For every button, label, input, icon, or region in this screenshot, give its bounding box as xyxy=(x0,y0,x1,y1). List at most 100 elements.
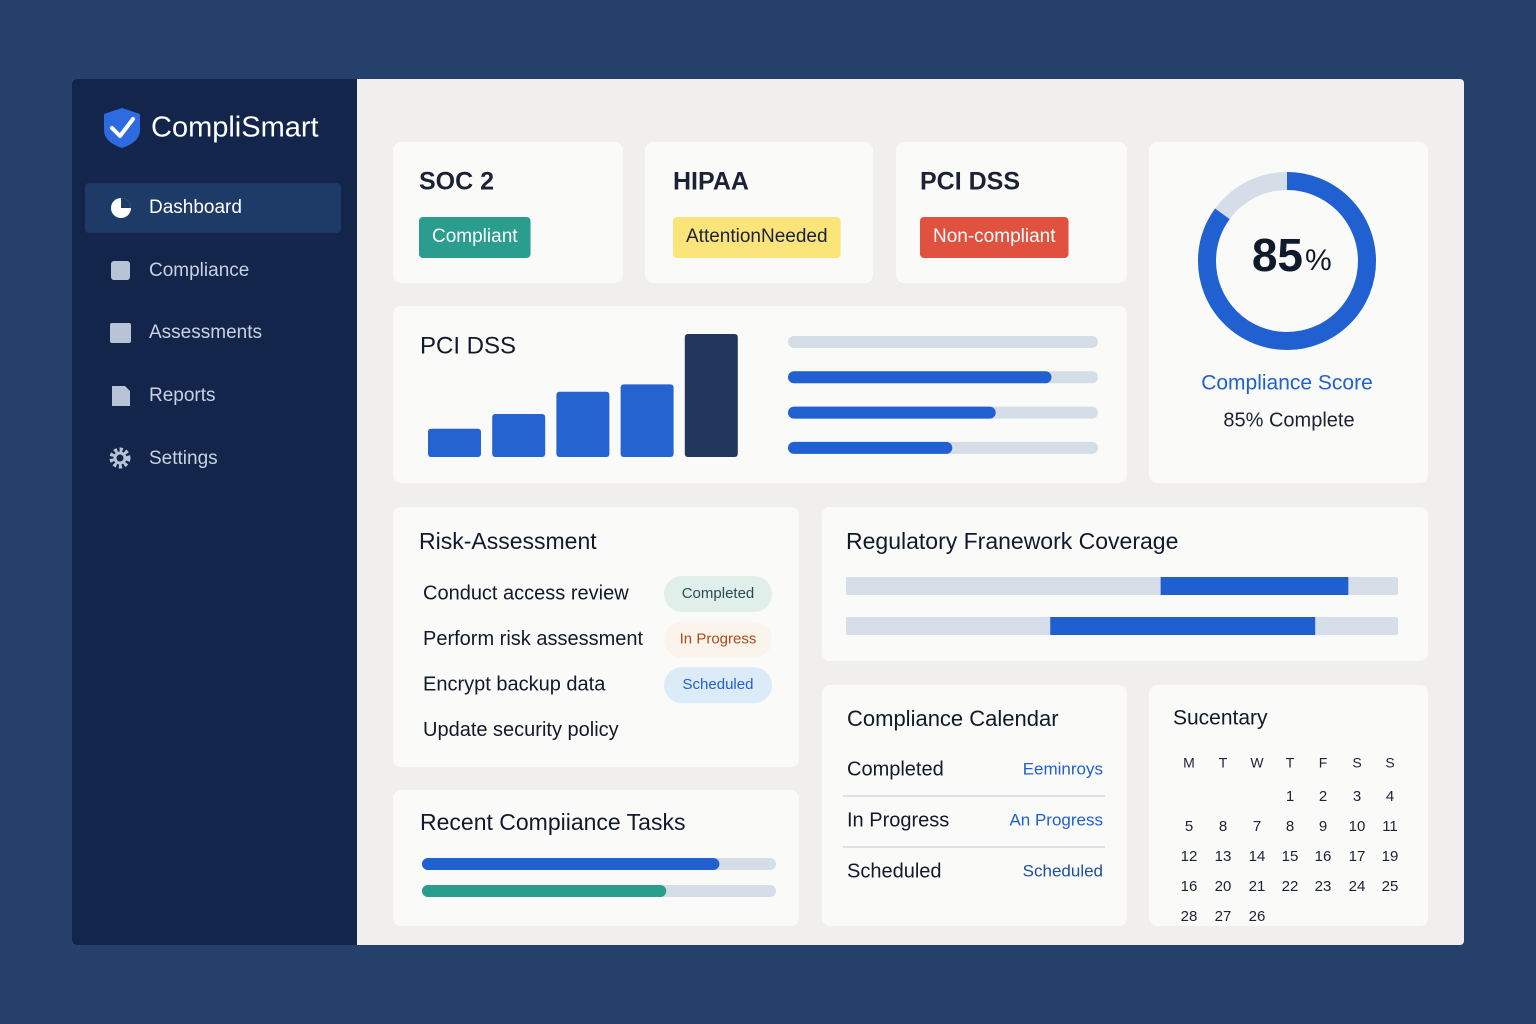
day: 9 xyxy=(1319,818,1327,835)
day: 1 xyxy=(1286,788,1294,805)
score-title: Compliance Score xyxy=(1201,372,1373,395)
icon xyxy=(109,447,131,469)
task-name: Encrypt backup data xyxy=(423,673,606,695)
day: 23 xyxy=(1315,878,1332,895)
card-title: Regulatory Franework Coverage xyxy=(846,528,1178,554)
status-pill xyxy=(664,576,772,612)
day: 20 xyxy=(1215,878,1232,895)
status-badge xyxy=(419,217,531,258)
brand: CompliSmart xyxy=(151,112,319,144)
day: 2 xyxy=(1319,788,1327,805)
card-title: Compliance Calendar xyxy=(847,706,1059,731)
day: 15 xyxy=(1282,848,1299,865)
nav-item[interactable]: Assessments xyxy=(149,322,262,343)
status-badge xyxy=(673,217,841,258)
status-badge xyxy=(920,217,1069,258)
icon xyxy=(111,261,130,280)
coverage-range xyxy=(1160,577,1349,595)
status-pill-label: In Progress xyxy=(680,631,757,648)
day: 16 xyxy=(1315,848,1332,865)
weekday: T xyxy=(1219,755,1228,771)
task-name: Conduct access review xyxy=(423,582,629,604)
day: 12 xyxy=(1181,848,1198,865)
progress-fill xyxy=(422,885,667,897)
weekday: W xyxy=(1250,755,1264,771)
nav-active[interactable] xyxy=(85,183,341,233)
sidebar xyxy=(72,79,357,945)
task-name: Update security policy xyxy=(423,719,619,741)
calendar-label: Scheduled xyxy=(847,860,942,882)
day: 10 xyxy=(1349,818,1366,835)
day: 25 xyxy=(1382,878,1399,895)
day: 3 xyxy=(1353,788,1361,805)
day: 5 xyxy=(1185,818,1193,835)
status-label: AttentionNeeded xyxy=(686,226,828,247)
status-pill xyxy=(664,667,772,704)
calendar-value: Scheduled xyxy=(1023,861,1103,880)
status-pill xyxy=(664,621,772,658)
day: 28 xyxy=(1181,908,1198,925)
nav-item[interactable]: Reports xyxy=(149,385,216,406)
bar xyxy=(620,384,674,457)
weekday: T xyxy=(1286,755,1295,771)
bar xyxy=(556,391,610,457)
day: 8 xyxy=(1219,818,1227,835)
bar xyxy=(492,413,546,457)
nav-item[interactable]: Settings xyxy=(149,448,218,469)
progress-fill xyxy=(788,406,996,419)
day: 4 xyxy=(1386,788,1394,805)
day: 21 xyxy=(1249,878,1266,895)
coverage-range xyxy=(1050,617,1316,635)
weekday: S xyxy=(1352,755,1361,771)
nav-item[interactable]: Compliance xyxy=(149,260,249,281)
card xyxy=(393,142,623,283)
card xyxy=(1149,685,1428,926)
day: 7 xyxy=(1253,818,1261,835)
card-title: Sucentary xyxy=(1173,707,1268,730)
card xyxy=(822,685,1127,926)
bar xyxy=(684,334,738,457)
status-label: Non-compliant xyxy=(933,226,1056,247)
weekday: M xyxy=(1183,755,1195,771)
weekday: S xyxy=(1385,755,1394,771)
card-title: Recent Compiiance Tasks xyxy=(420,809,685,835)
bar xyxy=(428,428,481,457)
day: 19 xyxy=(1382,848,1399,865)
calendar-value: Eeminroys xyxy=(1023,759,1103,778)
day: 27 xyxy=(1215,908,1232,925)
calendar-label: In Progress xyxy=(847,809,949,831)
weekday: F xyxy=(1319,755,1328,771)
icon xyxy=(110,323,131,343)
score-ring xyxy=(1198,172,1376,350)
progress-fill xyxy=(788,371,1052,384)
day: 16 xyxy=(1181,878,1198,895)
icon xyxy=(112,386,130,406)
day: 11 xyxy=(1382,818,1398,835)
logo-check xyxy=(110,117,135,138)
day: 13 xyxy=(1215,848,1232,865)
status-pill-label: Scheduled xyxy=(683,676,754,693)
progress-fill xyxy=(422,858,720,870)
progress-track xyxy=(788,336,1098,348)
card-title: PCI DSS xyxy=(920,168,1020,196)
card xyxy=(1149,142,1428,483)
task-name: Perform risk assessment xyxy=(423,628,643,650)
card xyxy=(896,142,1127,283)
progress-fill xyxy=(788,441,953,454)
card-title: HIPAA xyxy=(673,168,749,196)
day: 26 xyxy=(1249,908,1266,925)
calendar-value: An Progress xyxy=(1009,810,1103,829)
score-unit: % xyxy=(1305,244,1332,277)
score-caption: 85% Complete xyxy=(1223,409,1354,431)
nav-item[interactable]: Dashboard xyxy=(149,197,242,218)
day: 8 xyxy=(1286,818,1294,835)
status-pill-label: Completed xyxy=(682,585,755,602)
logo xyxy=(104,108,140,148)
day: 17 xyxy=(1349,848,1366,865)
day: 22 xyxy=(1282,878,1299,895)
icon xyxy=(121,198,131,208)
calendar-label: Completed xyxy=(847,758,944,780)
card-title: PCI DSS xyxy=(420,332,516,359)
day: 14 xyxy=(1249,848,1266,865)
status-label: Compliant xyxy=(432,226,518,247)
